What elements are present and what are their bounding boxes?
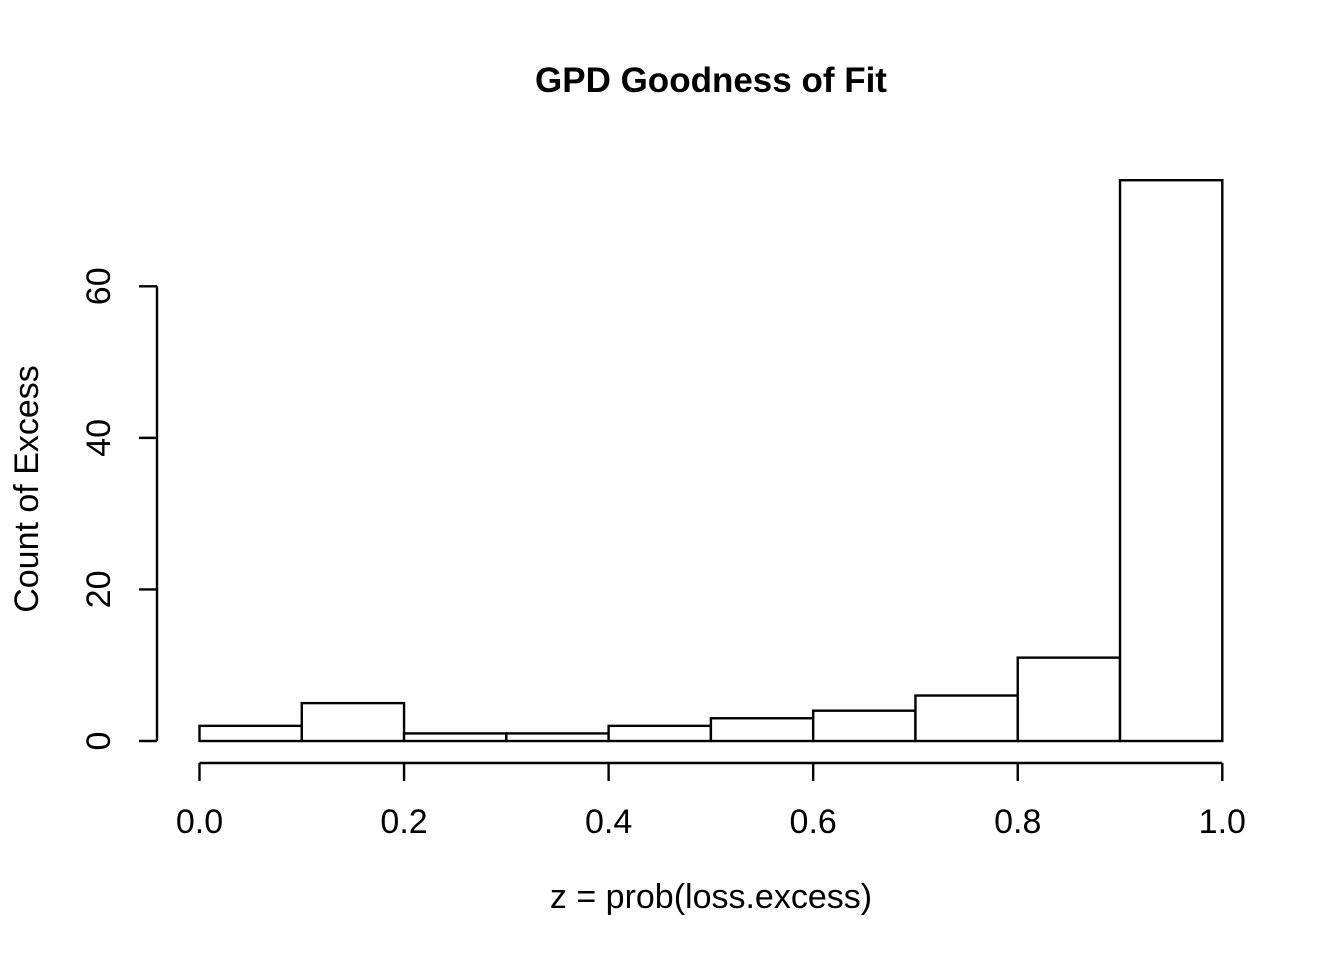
chart-title: GPD Goodness of Fit — [535, 61, 887, 100]
y-tick-label: 40 — [80, 419, 118, 457]
histogram-bar-8 — [1016, 656, 1122, 743]
histogram-bar-0 — [198, 724, 303, 743]
y-axis: 0 20 40 60 — [80, 267, 159, 751]
histogram-bar-2 — [402, 732, 508, 743]
histogram-bar-5 — [709, 717, 815, 743]
histogram-bar-3 — [505, 732, 610, 743]
x-tick-label: 0.4 — [585, 803, 632, 841]
histogram-bar-4 — [607, 724, 713, 743]
x-axis-label: z = prob(loss.excess) — [550, 878, 872, 916]
y-tick-label: 20 — [80, 571, 118, 609]
y-tick-label: 60 — [80, 267, 118, 305]
x-tick-label: 1.0 — [1199, 803, 1246, 841]
x-tick-label: 0.6 — [790, 803, 837, 841]
histogram-bar-7 — [914, 694, 1019, 743]
histogram-bars — [198, 179, 1224, 743]
x-tick-label: 0.2 — [380, 803, 427, 841]
x-axis: 0.0 0.2 0.4 0.6 0.8 1.0 — [176, 761, 1246, 841]
x-tick-label: 0.0 — [176, 803, 223, 841]
x-tick-label: 0.8 — [994, 803, 1041, 841]
histogram-bar-1 — [300, 701, 406, 743]
histogram-bar-6 — [811, 709, 917, 743]
histogram-bar-9 — [1118, 179, 1224, 743]
y-tick-label: 0 — [80, 732, 118, 751]
y-axis-label: Count of Excess — [8, 365, 46, 613]
